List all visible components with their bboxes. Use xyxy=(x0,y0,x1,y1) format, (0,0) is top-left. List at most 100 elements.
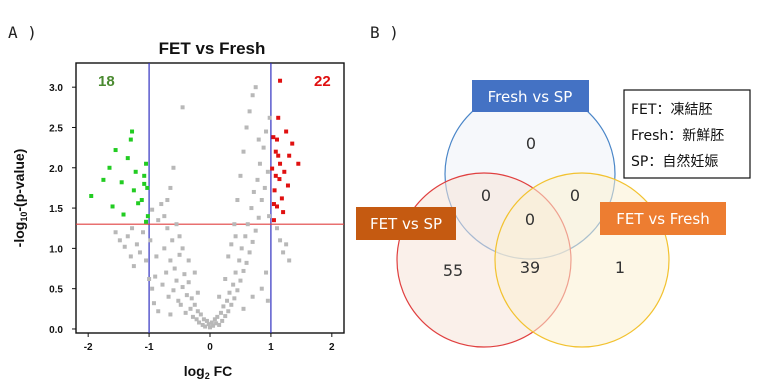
y-tick-label: 0.5 xyxy=(49,285,63,296)
point-up xyxy=(271,135,276,140)
point-ns xyxy=(220,318,225,323)
point-up xyxy=(275,204,279,209)
point-up xyxy=(279,196,284,201)
y-tick-label: 2.0 xyxy=(49,164,63,175)
point-ns xyxy=(256,215,261,220)
legend-item-fresh: Fresh：新鮮胚 xyxy=(631,128,724,144)
x-tick-label: 2 xyxy=(329,342,335,353)
point-ns xyxy=(250,93,255,98)
point-ns xyxy=(275,226,279,231)
panel-a-label: A ) xyxy=(8,23,37,42)
point-ns xyxy=(257,161,262,166)
point-up xyxy=(282,169,287,174)
set-label-fresh-sp: Fresh vs SP xyxy=(488,88,573,106)
point-ns xyxy=(125,234,130,239)
point-ns xyxy=(215,314,220,319)
point-ns xyxy=(247,109,252,114)
point-ns xyxy=(209,320,214,325)
threshold-lines xyxy=(76,63,344,333)
legend-box: FET：凍結胚 Fresh：新鮮胚 SP：自然妊娠 xyxy=(623,89,751,179)
point-down xyxy=(119,180,124,185)
point-ns xyxy=(178,302,183,307)
point-ns xyxy=(250,239,255,244)
point-up xyxy=(278,78,283,83)
point-ns xyxy=(195,309,200,314)
point-ns xyxy=(245,222,250,227)
point-ns xyxy=(165,226,170,231)
point-ns xyxy=(265,298,270,303)
point-down xyxy=(110,204,115,209)
x-tick-label: -2 xyxy=(84,342,93,353)
point-ns xyxy=(180,285,185,290)
point-up xyxy=(273,173,278,178)
point-ns xyxy=(226,254,231,259)
point-ns xyxy=(218,310,223,315)
point-ns xyxy=(160,282,165,287)
point-ns xyxy=(137,250,142,255)
point-down xyxy=(130,129,135,134)
point-ns xyxy=(287,258,292,263)
point-up xyxy=(285,183,290,188)
legend-item-sp: SP：自然妊娠 xyxy=(631,153,718,170)
point-down xyxy=(128,137,133,142)
point-ns xyxy=(188,306,193,311)
point-ns xyxy=(168,258,173,263)
up-count: 22 xyxy=(314,73,331,90)
point-ns xyxy=(206,322,211,327)
plot-frame xyxy=(75,62,345,334)
point-ns xyxy=(174,222,179,227)
point-ns xyxy=(200,322,205,327)
point-ns xyxy=(153,274,158,279)
point-ns xyxy=(244,260,249,265)
point-ns xyxy=(204,318,209,323)
point-up xyxy=(290,141,295,146)
point-ns xyxy=(221,304,226,309)
point-ns xyxy=(281,250,286,255)
set-label-box-fresh-sp xyxy=(472,80,589,112)
point-ns xyxy=(284,242,289,247)
point-ns xyxy=(256,137,261,142)
point-ns xyxy=(214,321,219,326)
point-ns xyxy=(239,246,244,251)
point-down xyxy=(89,193,94,198)
x-tick-label: -1 xyxy=(145,342,154,353)
down-count: 18 xyxy=(98,73,115,90)
point-ns xyxy=(195,290,200,295)
point-ns xyxy=(233,270,238,275)
point-ns xyxy=(232,296,237,301)
point-ns xyxy=(259,198,264,203)
point-up xyxy=(271,218,276,223)
y-tick-label: 0.0 xyxy=(49,325,63,336)
point-up xyxy=(284,129,289,134)
point-ns xyxy=(232,222,237,227)
point-ns xyxy=(186,258,191,263)
point-ns xyxy=(194,317,199,322)
point-ns xyxy=(278,238,283,243)
y-tick-label: 1.0 xyxy=(49,244,63,255)
point-ns xyxy=(259,286,264,291)
point-up xyxy=(281,210,286,215)
point-ns xyxy=(243,234,248,239)
point-ns xyxy=(227,290,232,295)
point-down xyxy=(144,219,149,224)
point-ns xyxy=(122,244,127,249)
point-ns xyxy=(255,177,260,182)
point-ns xyxy=(176,298,181,303)
point-up xyxy=(277,177,282,182)
point-ns xyxy=(264,270,269,275)
region-fet-fresh-only: 1 xyxy=(615,258,625,277)
volcano-title: FET vs Fresh xyxy=(159,39,266,58)
legend-item-fet: FET：凍結胚 xyxy=(631,102,712,118)
point-ns xyxy=(177,252,182,257)
point-ns xyxy=(192,270,197,275)
point-down xyxy=(121,212,126,217)
point-ns xyxy=(212,317,217,322)
point-down xyxy=(113,148,118,153)
point-up xyxy=(296,161,301,166)
point-down xyxy=(136,201,141,206)
point-down xyxy=(142,173,147,178)
point-ns xyxy=(154,254,159,259)
point-ns xyxy=(164,270,169,275)
point-ns xyxy=(168,185,173,190)
point-up xyxy=(275,137,279,142)
